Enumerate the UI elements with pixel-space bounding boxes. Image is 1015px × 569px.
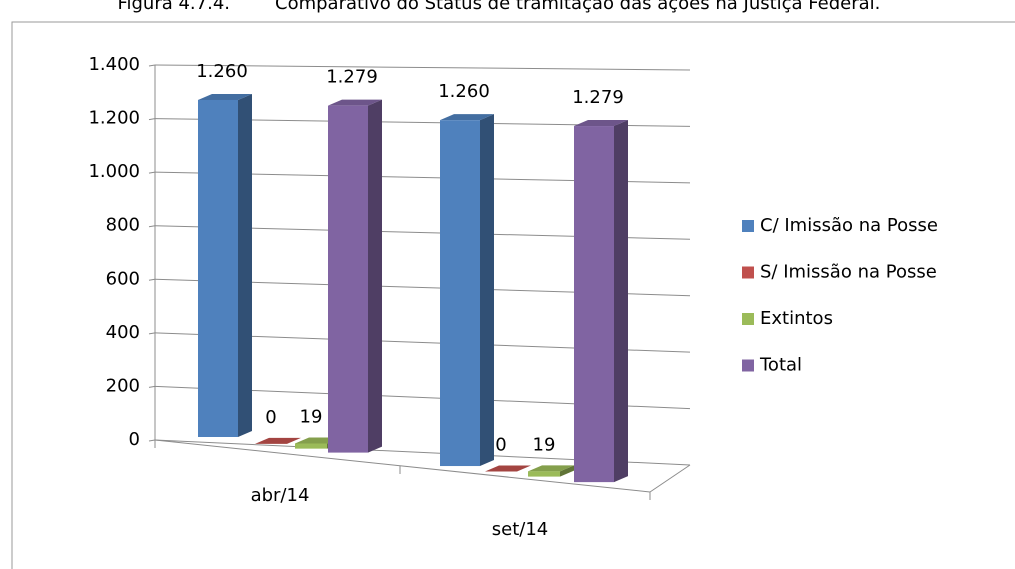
bar <box>485 465 531 472</box>
bar-side <box>238 93 252 437</box>
y-tick-label: 1.000 <box>88 161 140 182</box>
bar-side <box>368 99 382 453</box>
y-tick-label: 1.200 <box>88 108 140 129</box>
bar-front <box>295 443 327 449</box>
y-tick-label: 200 <box>106 375 140 396</box>
bar-front <box>528 471 560 477</box>
legend-label: C/ Imissão na Posse <box>760 215 938 236</box>
legend-swatch <box>742 359 754 372</box>
bar <box>328 99 382 453</box>
y-tick <box>148 64 156 67</box>
y-tick <box>148 118 156 121</box>
floor-front <box>154 439 651 493</box>
y-tick-label: 800 <box>106 215 140 236</box>
value-label: 0 <box>265 407 276 428</box>
y-tick <box>148 171 156 174</box>
bar-top <box>255 437 301 444</box>
bar-front <box>328 105 368 453</box>
value-label: 19 <box>300 407 323 428</box>
figure-label: Figura 4.7.4. <box>117 0 230 14</box>
bar-side <box>480 114 494 467</box>
grid-line <box>154 64 691 71</box>
bar-front <box>574 126 614 483</box>
chart-title: Comparativo do Status de tramitação das … <box>275 0 880 14</box>
x-tick-label: abr/14 <box>251 485 310 506</box>
bar-top <box>485 465 531 472</box>
bar-top <box>328 99 382 106</box>
bar-top <box>574 120 628 127</box>
floor-right <box>649 464 691 493</box>
y-tick-label: 0 <box>129 429 140 450</box>
legend-swatch <box>742 313 754 325</box>
bar <box>255 437 301 444</box>
legend-label: Total <box>759 355 802 376</box>
value-label: 1.279 <box>326 67 378 88</box>
y-tick <box>148 439 156 442</box>
legend-label: S/ Imissão na Posse <box>760 262 937 283</box>
x-tick-label: set/14 <box>492 519 548 540</box>
bar-top <box>440 114 494 121</box>
bar <box>440 114 494 467</box>
bar-side <box>560 465 574 477</box>
value-label: 0 <box>495 434 506 455</box>
y-tick-label: 400 <box>106 322 140 343</box>
bar-top <box>198 93 252 100</box>
bar-side <box>614 120 628 483</box>
value-label: 1.260 <box>196 61 248 82</box>
bar <box>528 465 574 477</box>
y-tick-label: 1.400 <box>88 54 140 75</box>
legend-label: Extintos <box>760 308 833 329</box>
y-tick <box>148 332 156 335</box>
bar <box>574 120 628 483</box>
bar <box>198 93 252 437</box>
y-tick <box>148 225 156 228</box>
y-tick <box>148 385 156 388</box>
value-label: 19 <box>533 434 556 455</box>
bar-front <box>198 99 238 437</box>
legend-swatch <box>742 266 754 279</box>
y-tick <box>148 278 156 281</box>
bar-top <box>528 465 574 472</box>
value-label: 1.279 <box>572 87 624 108</box>
legend-swatch <box>742 220 754 232</box>
y-tick-label: 600 <box>106 268 140 289</box>
bar-front <box>440 120 480 467</box>
chart-border <box>11 21 1015 569</box>
value-label: 1.260 <box>438 81 490 102</box>
